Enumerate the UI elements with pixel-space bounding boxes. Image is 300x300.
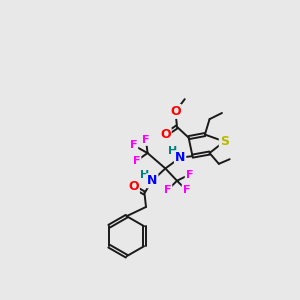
Text: N: N (175, 151, 185, 164)
Text: F: F (130, 140, 137, 150)
Text: O: O (170, 105, 181, 118)
Text: F: F (186, 169, 193, 180)
Text: F: F (164, 185, 172, 195)
Text: O: O (160, 128, 171, 141)
Text: H: H (140, 169, 149, 180)
Text: S: S (220, 135, 229, 148)
Text: F: F (133, 156, 140, 166)
Text: N: N (147, 174, 158, 187)
Text: O: O (128, 180, 139, 194)
Text: H: H (168, 146, 177, 157)
Text: F: F (182, 185, 190, 195)
Text: F: F (142, 135, 150, 145)
